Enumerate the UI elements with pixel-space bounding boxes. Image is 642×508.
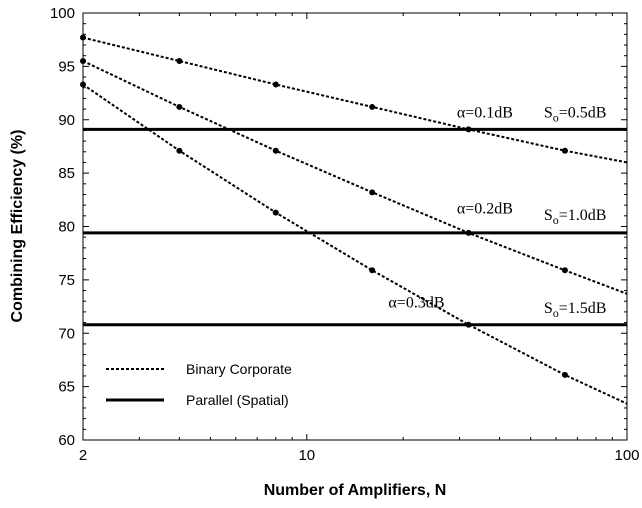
binary-series-point — [561, 371, 568, 378]
binary-series-point — [369, 189, 376, 196]
binary-series-point — [80, 58, 86, 65]
x-tick-label: 10 — [298, 447, 315, 464]
y-tick-label: 90 — [58, 112, 75, 129]
y-tick-label: 80 — [58, 219, 75, 236]
x-axis-title: Number of Amplifiers, N — [264, 482, 447, 499]
plot-area — [82, 12, 628, 441]
binary-series-point — [561, 267, 568, 274]
y-tick-label: 75 — [58, 272, 75, 289]
legend-parallel-label: Parallel (Spatial) — [186, 392, 289, 408]
binary-series-point — [176, 103, 183, 110]
binary-series-point — [176, 58, 183, 65]
binary-series-point — [80, 81, 86, 88]
legend: Binary Corporate Parallel (Spatial) — [106, 361, 292, 408]
ticks: 60 65 70 75 80 85 90 95 100 2 10 100 — [50, 5, 640, 464]
alpha-label: α=0.3dB — [388, 295, 444, 312]
y-tick-label: 60 — [58, 432, 75, 449]
alpha-label: α=0.2dB — [457, 201, 513, 218]
binary-series-point — [80, 34, 86, 41]
binary-series-point — [176, 147, 183, 154]
y-tick-label: 95 — [58, 58, 75, 75]
legend-binary-label: Binary Corporate — [186, 361, 292, 377]
binary-series-point — [369, 267, 376, 274]
alpha-label: α=0.1dB — [457, 105, 513, 122]
series-layer — [80, 34, 628, 405]
y-tick-label: 100 — [50, 5, 75, 22]
x-tick-label: 100 — [614, 447, 639, 464]
binary-series-point — [272, 147, 279, 154]
binary-series-point — [272, 209, 279, 216]
y-axis-title: Combining Efficiency (%) — [9, 130, 26, 323]
annotations: α=0.1dB α=0.2dB α=0.3dB So=0.5dB So=1.0dB So=… — [388, 105, 606, 320]
so-label: So=1.5dB — [544, 300, 607, 320]
x-tick-label: 2 — [79, 447, 87, 464]
binary-series-point — [369, 103, 376, 110]
y-tick-label: 70 — [58, 325, 75, 342]
binary-series-point — [272, 81, 279, 88]
y-tick-label: 65 — [58, 379, 75, 396]
so-label: So=1.0dB — [544, 207, 607, 227]
binary-series-point — [561, 147, 568, 154]
so-label: So=0.5dB — [544, 105, 607, 125]
y-tick-label: 85 — [58, 165, 75, 182]
